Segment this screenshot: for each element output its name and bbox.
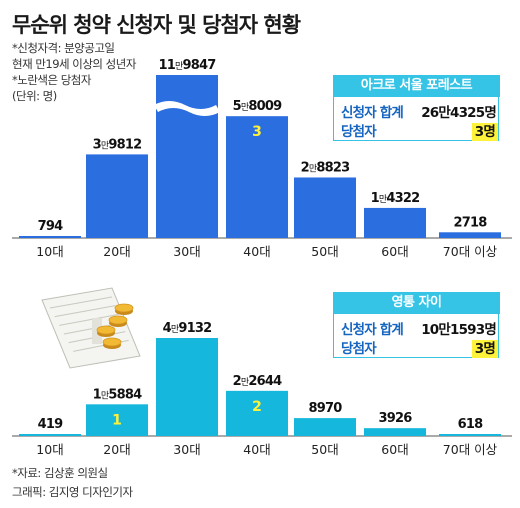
bar-acro-1 (86, 154, 148, 238)
value-label-yeongtong-2: 4만9132 (163, 321, 212, 336)
coin-icon (108, 315, 128, 325)
category-label-acro-0: 10대 (36, 244, 63, 259)
summary-title-yeongtong: 영통 자이 (333, 292, 500, 314)
summary-applicants-value-acro: 26만4325명 (421, 105, 497, 121)
value-label-yeongtong-3: 2만2644 (233, 374, 282, 389)
category-label-acro-3: 40대 (243, 244, 270, 259)
bar-acro-2 (156, 75, 218, 238)
paper-line (49, 296, 113, 309)
category-label-yeongtong-6: 70대 이상 (443, 442, 498, 457)
note-unit: (단위: 명) (12, 89, 57, 103)
document-coins-illustration (41, 287, 141, 369)
bar-yeongtong-1 (86, 404, 148, 436)
summary-winners-highlight-acro: 3명 (471, 123, 498, 141)
category-label-acro-5: 60대 (381, 244, 408, 259)
summary-winners-value-yeongtong: 3명 (471, 337, 498, 358)
summary-applicants-label-acro: 신청자 합계 (341, 105, 404, 121)
category-label-yeongtong-4: 50대 (311, 442, 338, 457)
value-label-acro-1: 3만9812 (93, 137, 142, 152)
category-label-acro-2: 30대 (173, 244, 200, 259)
note-eligibility: *신청자격: 분양공고일 (12, 41, 115, 55)
bar-yeongtong-3 (226, 390, 288, 436)
category-label-yeongtong-3: 40대 (243, 442, 270, 457)
value-label-acro-3: 5만8009 (233, 99, 282, 114)
summary-winners-highlight-yeongtong: 3명 (471, 340, 498, 358)
bar-yeongtong-2 (156, 338, 218, 436)
bar-acro-5 (364, 207, 426, 238)
bar-yeongtong-4 (294, 418, 356, 436)
value-label-acro-2: 11만9847 (159, 58, 217, 73)
category-label-yeongtong-0: 10대 (36, 442, 63, 457)
category-label-acro-1: 20대 (103, 244, 130, 259)
paper-line (54, 305, 116, 318)
value-label-acro-4: 2만8823 (301, 160, 350, 175)
bar-acro-6 (439, 232, 501, 238)
bar-yeongtong-0 (19, 434, 81, 436)
paper-line (59, 313, 119, 326)
footer-source: *자료: 김상훈 의원실 (12, 466, 108, 480)
bar-yeongtong-6 (439, 434, 501, 436)
value-label-yeongtong-0: 419 (38, 417, 63, 432)
bar-acro-4 (294, 177, 356, 238)
summary-winners-label-acro: 당첨자 (341, 124, 377, 140)
page-title: 무순위 청약 신청자 및 당첨자 현황 (12, 13, 301, 37)
paper-sheet (41, 287, 141, 369)
winner-label-acro-3: 3 (252, 124, 262, 140)
category-label-yeongtong-1: 20대 (103, 442, 130, 457)
coin-icon (96, 325, 116, 335)
summary-applicants-label-yeongtong: 신청자 합계 (341, 322, 404, 338)
value-label-yeongtong-4: 8970 (309, 401, 343, 416)
note-eligibility-2: 현재 만19세 이상의 성년자 (12, 57, 136, 71)
value-label-acro-5: 1만4322 (371, 191, 420, 206)
bar-acro-0 (19, 236, 81, 238)
footer-credit: 그래픽: 김지영 디자인기자 (12, 485, 133, 499)
category-label-yeongtong-2: 30대 (173, 442, 200, 457)
category-label-acro-6: 70대 이상 (443, 244, 498, 259)
value-label-yeongtong-5: 3926 (379, 411, 413, 426)
summary-winners-value-acro: 3명 (471, 120, 498, 141)
note-winner-color: *노란색은 당첨자 (12, 73, 91, 87)
value-label-yeongtong-1: 1만5884 (93, 387, 142, 402)
summary-applicants-value-yeongtong: 10만1593명 (421, 322, 497, 338)
coin-icon (114, 303, 134, 313)
value-label-yeongtong-6: 618 (458, 417, 483, 432)
bar-acro-3 (226, 116, 288, 238)
value-label-acro-6: 2718 (454, 215, 488, 230)
winner-label-yeongtong-3: 2 (252, 399, 262, 415)
category-label-acro-4: 50대 (311, 244, 338, 259)
summary-winners-label-yeongtong: 당첨자 (341, 341, 377, 357)
bar-yeongtong-5 (364, 428, 426, 436)
winner-label-yeongtong-1: 1 (112, 412, 122, 428)
value-label-acro-0: 794 (38, 219, 63, 234)
axis-break-acro (154, 101, 220, 116)
category-label-yeongtong-5: 60대 (381, 442, 408, 457)
coin-icon (102, 337, 122, 347)
summary-title-acro: 아크로 서울 포레스트 (333, 75, 500, 97)
